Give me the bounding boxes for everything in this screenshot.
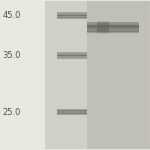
Bar [57,114,87,115]
Text: 25.0: 25.0 [2,108,21,117]
Bar [97,21,109,25]
Bar [57,111,87,112]
Bar [87,32,139,33]
Bar [57,53,87,54]
Bar [57,113,87,114]
Bar [57,14,87,15]
Bar [57,16,87,17]
Bar [57,52,87,53]
Bar [97,24,109,28]
Bar [87,27,139,28]
Bar [57,54,87,55]
Bar [87,25,139,26]
Bar [57,12,87,13]
Bar [87,1,149,149]
Bar [97,23,109,27]
Bar [57,113,87,114]
Bar [87,29,139,30]
Bar [57,112,87,113]
Bar [87,30,139,31]
Bar [57,109,87,110]
Bar [57,13,87,14]
Bar [57,15,87,16]
Text: 45.0: 45.0 [2,11,21,20]
Bar [97,27,109,31]
Bar [97,22,109,26]
Bar [57,55,87,56]
Bar [97,26,109,30]
Bar [57,58,87,59]
Bar [87,28,139,29]
Bar [87,22,139,23]
Bar [57,110,87,111]
Bar [97,29,109,33]
Bar [87,25,139,27]
Bar [57,15,87,16]
Bar [57,17,87,18]
Bar [57,56,87,57]
Bar [87,24,139,25]
Bar [45,1,90,149]
Bar [57,110,87,111]
Bar [97,28,109,32]
Bar [87,31,139,32]
Bar [97,25,109,29]
Bar [57,57,87,58]
Bar [97,22,109,26]
Bar [57,18,87,19]
Bar [57,55,87,56]
Bar [87,23,139,24]
Bar [97,28,109,32]
Bar [97,30,109,34]
Text: 35.0: 35.0 [2,51,21,60]
Bar [87,26,139,27]
